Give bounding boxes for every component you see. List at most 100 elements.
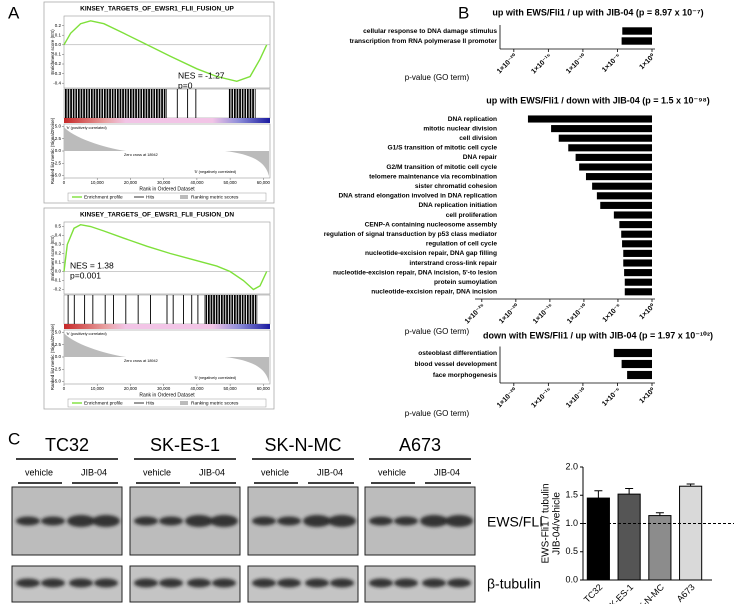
- plot-frame: [63, 221, 271, 295]
- x-tick-label: 20,000: [124, 180, 138, 185]
- x-tick-label: 60,000: [257, 386, 271, 391]
- x-tick-label: 10,000: [91, 386, 105, 391]
- bar: [575, 153, 652, 161]
- y-tick-label: 0.1: [55, 260, 62, 265]
- bar: [624, 278, 652, 286]
- blot-band: [422, 578, 446, 588]
- panel-label: B: [458, 3, 469, 22]
- metric-note: '5' (negatively correlated): [194, 170, 237, 174]
- legend-label: Ranking metric scores: [191, 194, 239, 200]
- category-label: interstrand cross-link repair: [409, 260, 497, 267]
- bar: [627, 370, 652, 380]
- y-tick-label: 1.5: [565, 490, 578, 500]
- blot-row-label: EWS/FLI: [487, 514, 543, 530]
- bar: [613, 211, 652, 219]
- bar: [617, 493, 641, 581]
- blot-band: [185, 515, 213, 527]
- category-label: G1/S transition of mitotic cell cycle: [387, 145, 497, 152]
- bar: [579, 163, 652, 171]
- bar: [679, 485, 703, 581]
- metric-note: 'h' (positively correlated): [66, 126, 107, 130]
- cell-line-label: A673: [399, 435, 441, 455]
- x-tick-label: TC32: [582, 582, 605, 604]
- legend-label: Hits: [146, 194, 155, 200]
- x-tick-label: 1×10⁻¹⁵: [532, 303, 555, 326]
- legend-label: Enrichment profile: [84, 400, 123, 406]
- y-tick-label: -0.1: [53, 52, 61, 57]
- blot-band: [41, 516, 65, 526]
- blot-band: [394, 516, 418, 526]
- bar: [648, 515, 672, 581]
- y-tick-label: -0.4: [53, 80, 61, 85]
- x-tick-label: 20,000: [124, 386, 138, 391]
- blot-band: [134, 578, 158, 588]
- chart-title: down with EWS/Fli1 / up with JIB-04 (p =…: [483, 330, 713, 340]
- bar: [600, 201, 652, 209]
- bar: [527, 115, 652, 123]
- y-axis-label: EWS-Fli1 / tubulin: [541, 483, 552, 563]
- metric-tick-label: 2.5: [55, 136, 62, 141]
- blot-band: [41, 578, 65, 588]
- bar: [568, 144, 652, 152]
- metric-axis-label: Ranked list metric (Signal2Noise): [50, 117, 55, 184]
- blot-band: [134, 516, 158, 526]
- x-tick-label: 30,000: [157, 180, 171, 185]
- y-tick-label: 0.3: [55, 242, 62, 247]
- metric-tick-label: 0.0: [55, 148, 62, 153]
- y-tick-label: 0.0: [565, 574, 578, 584]
- category-label: cell proliferation: [446, 212, 497, 219]
- category-label: DNA replication: [448, 116, 497, 123]
- legend-box: [67, 192, 267, 202]
- x-tick-label: 1×10⁰: [638, 302, 657, 321]
- y-tick-label: 0.4: [55, 233, 62, 238]
- category-label: CENP-A containing nucleosome assembly: [365, 221, 498, 228]
- y-tick-label: 0.1: [55, 32, 62, 37]
- cell-line-label: SK-N-MC: [265, 435, 342, 455]
- category-label: nucleotide-excision repair, DNA incision: [371, 289, 497, 296]
- blot-band: [305, 578, 329, 588]
- blot-band: [67, 515, 95, 527]
- x-tick-label: 1×10⁻⁵: [601, 387, 622, 408]
- bar: [621, 37, 652, 45]
- category-label: transcription from RNA polymerase II pro…: [350, 38, 498, 45]
- blot-band: [159, 516, 183, 526]
- bar: [592, 182, 652, 190]
- category-label: cell division: [459, 135, 497, 142]
- blot-band: [252, 578, 276, 588]
- y-tick-label: 0.0: [55, 269, 62, 274]
- bar: [585, 173, 652, 181]
- blot-band: [92, 515, 120, 527]
- category-label: DNA repair: [463, 154, 498, 161]
- blot-band: [277, 516, 301, 526]
- panel-label: A: [8, 3, 20, 22]
- treatment-label: vehicle: [261, 467, 289, 477]
- treatment-label: vehicle: [378, 467, 406, 477]
- blot-band: [94, 578, 118, 588]
- x-tick-label: 1×10⁻²⁰: [495, 386, 518, 409]
- y-tick-label: -0.2: [53, 287, 61, 292]
- x-tick-label: 50,000: [224, 180, 238, 185]
- y-axis-label: JIB-04/vehicle: [552, 492, 563, 555]
- y-tick-label: -0.1: [53, 278, 61, 283]
- error-bar: [594, 490, 603, 499]
- metric-tick-label: -2.5: [53, 366, 61, 371]
- bar: [551, 125, 652, 133]
- blot-band: [16, 578, 40, 588]
- y-axis-label: Enrichment score (ES): [50, 235, 55, 281]
- legend-box: [67, 398, 267, 408]
- category-label: cellular response to DNA damage stimulus: [363, 28, 497, 35]
- y-axis-label: Enrichment score (ES): [50, 29, 55, 75]
- cell-line-label: SK-ES-1: [150, 435, 220, 455]
- x-tick-label: 1×10⁻¹⁰: [564, 386, 587, 409]
- blot-band: [420, 515, 448, 527]
- x-tick-label: SK-N-MC: [632, 582, 667, 604]
- blot-band: [159, 578, 183, 588]
- metric-note: Zero cross at 18942: [124, 153, 158, 157]
- legend-label: Enrichment profile: [84, 194, 123, 200]
- blot-band: [369, 516, 393, 526]
- y-tick-label: 0.0: [55, 42, 62, 47]
- x-axis-label: p-value (GO term): [405, 409, 470, 418]
- treatment-label: vehicle: [143, 467, 171, 477]
- metric-note: 'h' (positively correlated): [66, 332, 107, 336]
